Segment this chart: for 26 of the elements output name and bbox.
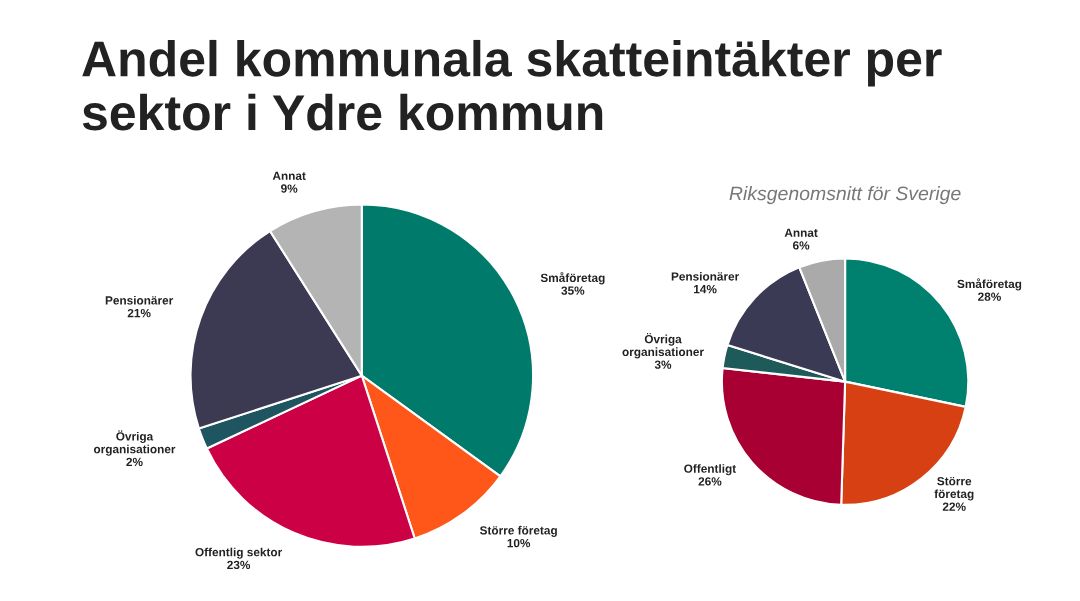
- data-label: 6%: [793, 241, 810, 250]
- data-label: 21%: [127, 308, 151, 318]
- data-label: 26%: [698, 477, 722, 486]
- data-label: 28%: [978, 292, 1001, 301]
- slice-label: Offentlig sektor: [195, 547, 283, 559]
- chart-title: Riksgenomsnitt för Sverige: [729, 186, 961, 205]
- slice-label: Pensionärer: [105, 295, 174, 305]
- data-label: 9%: [281, 184, 298, 193]
- slice-label: Annat: [784, 228, 818, 237]
- chart-title: Andel kommunala skatteintäkter per sektor i Ydre kommun: [82, 39, 942, 131]
- slice-label: Större företag: [479, 525, 557, 537]
- data-label: 35%: [561, 286, 585, 295]
- slice-label: Offentligt: [684, 464, 737, 476]
- slice-label: Pensionärer: [671, 271, 740, 281]
- data-label: 3%: [654, 360, 672, 369]
- slice-label: Större företag: [934, 477, 974, 501]
- data-label: 22%: [942, 502, 966, 511]
- slice-label: Småföretag: [957, 278, 1022, 291]
- slice-label: Övriga organisationer: [93, 430, 176, 456]
- slice-label: Småföretag: [540, 272, 605, 285]
- slice-label: Annat: [272, 171, 306, 180]
- data-label: 23%: [227, 560, 251, 570]
- data-label: 10%: [507, 538, 531, 548]
- data-label: 2%: [126, 457, 143, 467]
- data-label: 14%: [694, 285, 717, 294]
- slice-label: Övriga organisationer: [622, 333, 704, 359]
